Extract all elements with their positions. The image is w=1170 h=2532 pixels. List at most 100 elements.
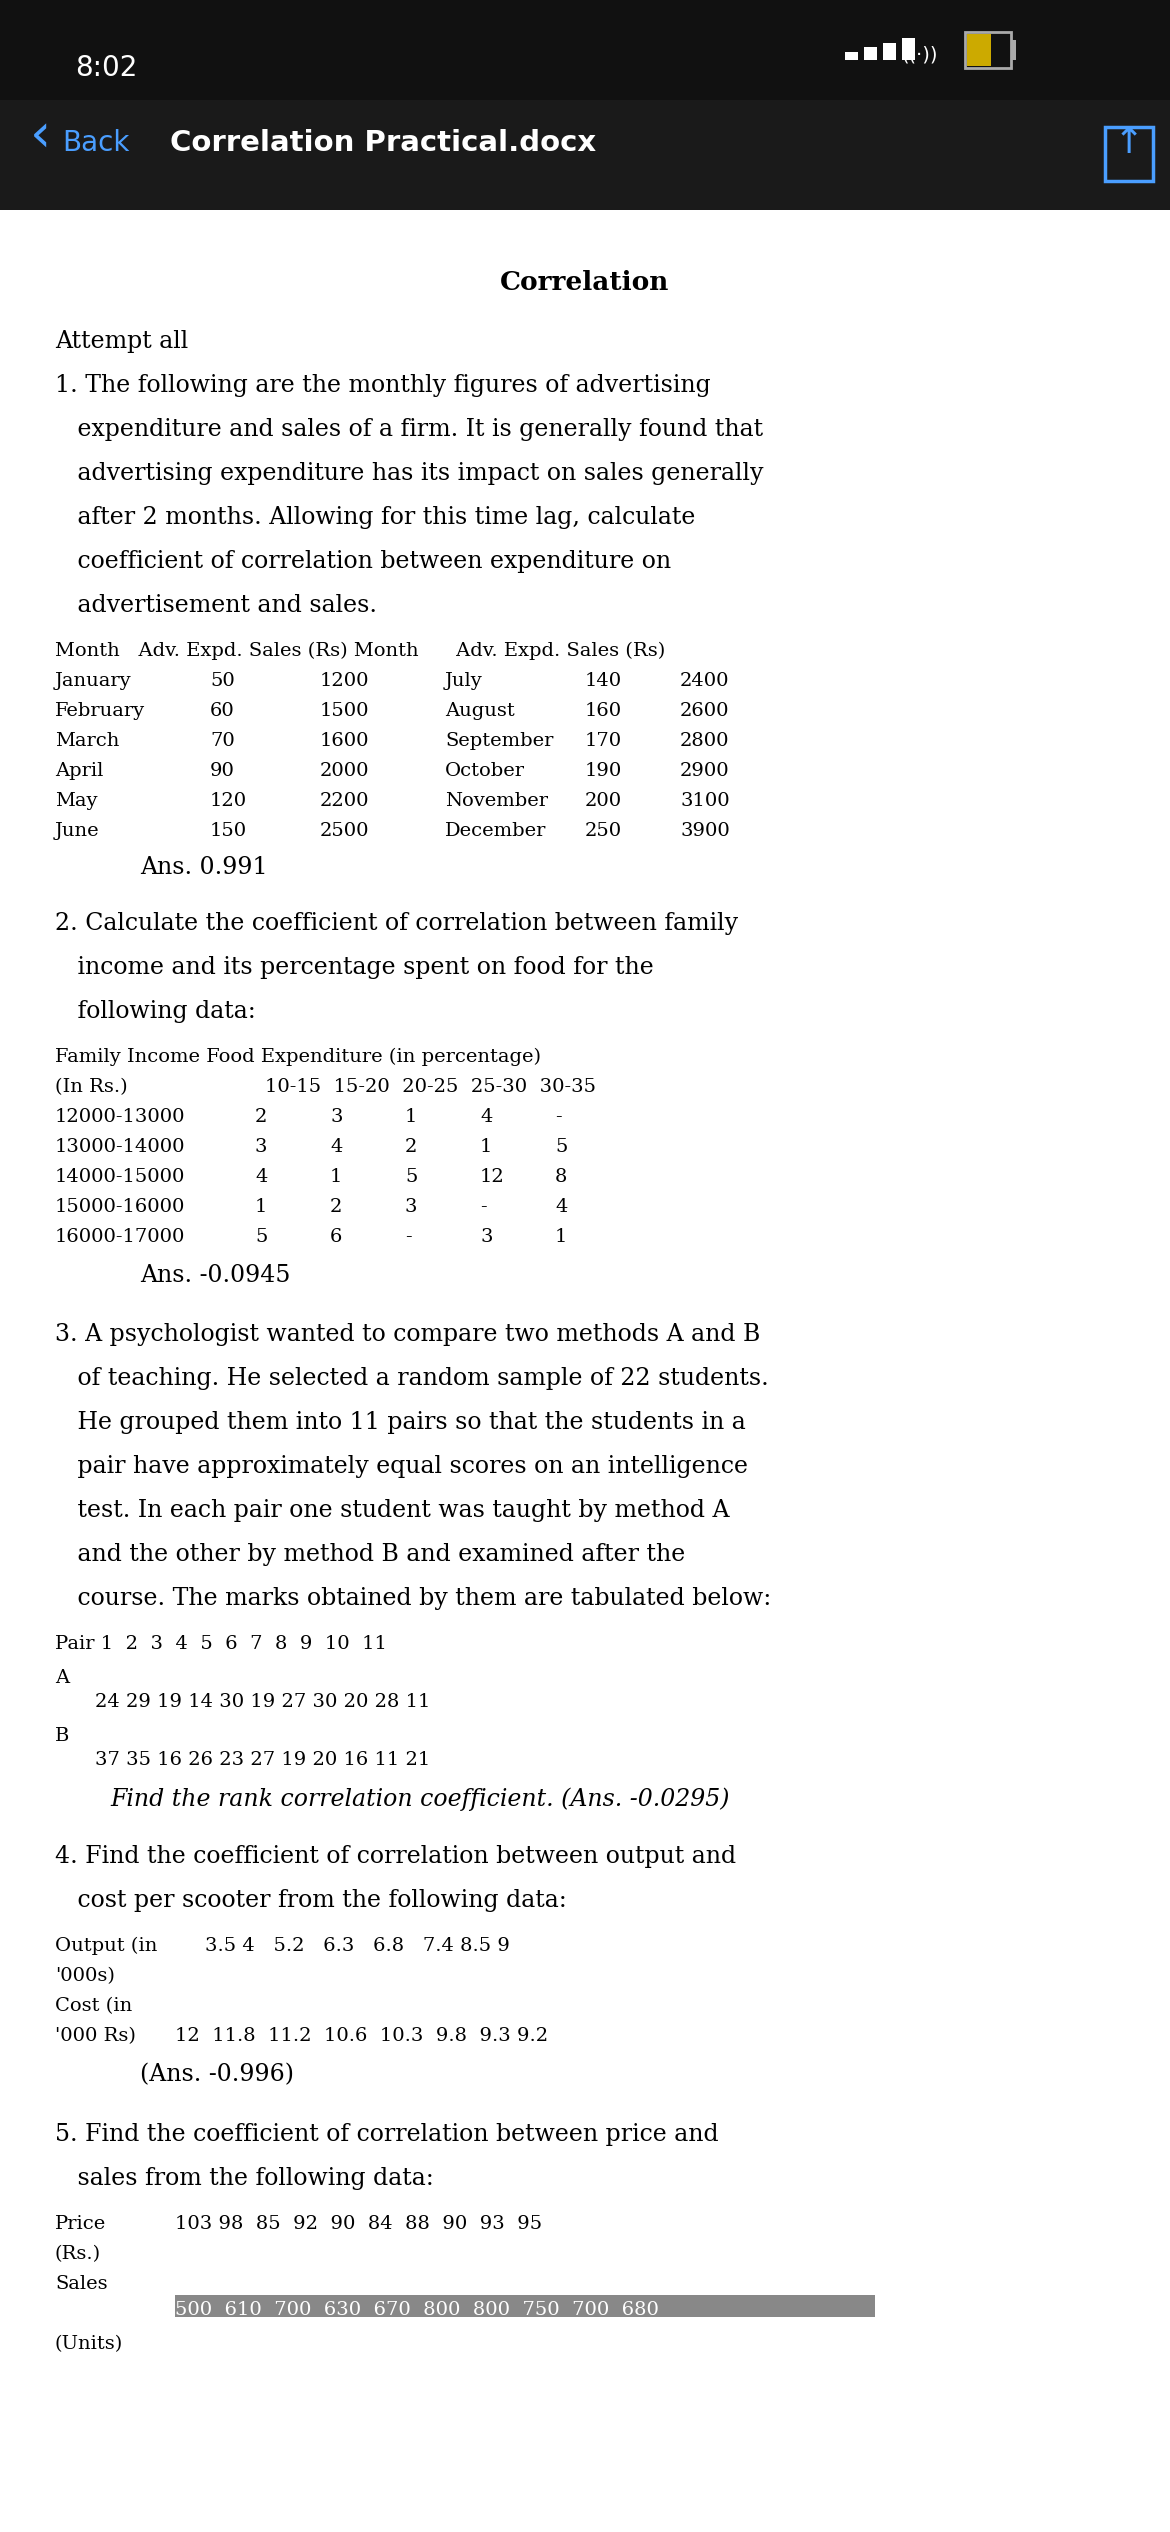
Text: 1: 1: [480, 1137, 493, 1157]
Text: expenditure and sales of a firm. It is generally found that: expenditure and sales of a firm. It is g…: [55, 418, 763, 441]
Text: 12: 12: [480, 1167, 504, 1185]
Text: 3: 3: [480, 1228, 493, 1246]
Bar: [0, 99, 1170, 210]
Text: 1: 1: [555, 1228, 567, 1246]
Text: 37 35 16 26 23 27 19 20 16 11 21: 37 35 16 26 23 27 19 20 16 11 21: [95, 1752, 431, 1770]
Text: B: B: [55, 1727, 69, 1745]
Text: and the other by method B and examined after the: and the other by method B and examined a…: [55, 1542, 686, 1565]
Text: (Rs.): (Rs.): [55, 2246, 101, 2264]
Text: 3: 3: [255, 1137, 268, 1157]
Bar: [883, 43, 896, 61]
Text: (Units): (Units): [55, 2335, 123, 2352]
Text: 140: 140: [585, 671, 622, 691]
Text: April: April: [55, 762, 103, 780]
Text: 2: 2: [405, 1137, 418, 1157]
Text: -: -: [480, 1198, 487, 1215]
Text: ‹: ‹: [30, 111, 51, 162]
Text: He grouped them into 11 pairs so that the students in a: He grouped them into 11 pairs so that th…: [55, 1410, 745, 1433]
Text: November: November: [445, 793, 548, 810]
Text: March: March: [55, 732, 119, 749]
Text: 4: 4: [330, 1137, 343, 1157]
Text: 16000-17000: 16000-17000: [55, 1228, 185, 1246]
Text: Back: Back: [62, 129, 130, 157]
Text: pair have approximately equal scores on an intelligence: pair have approximately equal scores on …: [55, 1456, 748, 1479]
Bar: [1011, 41, 1016, 61]
Text: Sales: Sales: [55, 2274, 108, 2294]
Bar: [966, 33, 991, 66]
Text: 50: 50: [209, 671, 235, 691]
Text: September: September: [445, 732, 553, 749]
Text: 5: 5: [555, 1137, 567, 1157]
Bar: [845, 53, 858, 61]
Text: 1: 1: [405, 1109, 418, 1127]
Text: -: -: [555, 1109, 562, 1127]
Text: 90: 90: [209, 762, 235, 780]
Text: June: June: [55, 823, 99, 841]
Bar: [902, 38, 915, 61]
Text: 2500: 2500: [321, 823, 370, 841]
Text: coefficient of correlation between expenditure on: coefficient of correlation between expen…: [55, 549, 672, 572]
Text: 150: 150: [209, 823, 247, 841]
Text: 1: 1: [330, 1167, 343, 1185]
Text: 5: 5: [405, 1167, 418, 1185]
Text: 8:02: 8:02: [75, 53, 137, 81]
Bar: [0, 0, 1170, 99]
Text: 190: 190: [585, 762, 622, 780]
Text: 160: 160: [585, 701, 622, 719]
Text: -: -: [405, 1228, 412, 1246]
Text: 2900: 2900: [680, 762, 730, 780]
Text: Correlation: Correlation: [501, 271, 669, 296]
Text: following data:: following data:: [55, 1000, 256, 1023]
Text: 5: 5: [255, 1228, 268, 1246]
Bar: [176, 2294, 875, 2317]
Text: advertising expenditure has its impact on sales generally: advertising expenditure has its impact o…: [55, 461, 764, 486]
Text: of teaching. He selected a random sample of 22 students.: of teaching. He selected a random sample…: [55, 1367, 769, 1390]
Text: 3100: 3100: [680, 793, 730, 810]
Text: 2. Calculate the coefficient of correlation between family: 2. Calculate the coefficient of correlat…: [55, 912, 738, 934]
Text: sales from the following data:: sales from the following data:: [55, 2167, 434, 2190]
Text: 5. Find the coefficient of correlation between price and: 5. Find the coefficient of correlation b…: [55, 2122, 718, 2147]
Text: 1600: 1600: [321, 732, 370, 749]
Text: '000 Rs): '000 Rs): [55, 2028, 136, 2046]
Text: Price: Price: [55, 2216, 106, 2233]
Text: 12  11.8  11.2  10.6  10.3  9.8  9.3 9.2: 12 11.8 11.2 10.6 10.3 9.8 9.3 9.2: [176, 2028, 548, 2046]
Text: 60: 60: [209, 701, 235, 719]
Text: 103 98  85  92  90  84  88  90  93  95: 103 98 85 92 90 84 88 90 93 95: [176, 2216, 542, 2233]
Text: January: January: [55, 671, 131, 691]
Text: 4: 4: [480, 1109, 493, 1127]
Text: 4. Find the coefficient of correlation between output and: 4. Find the coefficient of correlation b…: [55, 1846, 736, 1869]
Text: 200: 200: [585, 793, 622, 810]
Text: 500  610  700  630  670  800  800  750  700  680: 500 610 700 630 670 800 800 750 700 680: [176, 2302, 659, 2319]
Text: '000s): '000s): [55, 1967, 115, 1985]
Text: Cost (in: Cost (in: [55, 1998, 132, 2015]
Text: 3: 3: [330, 1109, 343, 1127]
Text: Attempt all: Attempt all: [55, 329, 188, 352]
Text: income and its percentage spent on food for the: income and its percentage spent on food …: [55, 957, 654, 980]
Text: after 2 months. Allowing for this time lag, calculate: after 2 months. Allowing for this time l…: [55, 506, 695, 529]
Text: 2: 2: [330, 1198, 343, 1215]
Text: test. In each pair one student was taught by method A: test. In each pair one student was taugh…: [55, 1499, 730, 1522]
Text: October: October: [445, 762, 525, 780]
Text: 6: 6: [330, 1228, 343, 1246]
Text: 70: 70: [209, 732, 235, 749]
Text: Ans. 0.991: Ans. 0.991: [140, 856, 268, 879]
Text: August: August: [445, 701, 515, 719]
Text: 1200: 1200: [321, 671, 370, 691]
Text: A: A: [55, 1669, 69, 1686]
Text: 2800: 2800: [680, 732, 730, 749]
Text: 2: 2: [255, 1109, 268, 1127]
Text: advertisement and sales.: advertisement and sales.: [55, 595, 377, 618]
Text: 3. A psychologist wanted to compare two methods A and B: 3. A psychologist wanted to compare two …: [55, 1324, 760, 1347]
Bar: [863, 48, 878, 61]
Text: Output (in: Output (in: [55, 1937, 158, 1955]
Text: 1: 1: [255, 1198, 268, 1215]
Text: May: May: [55, 793, 97, 810]
Text: 2600: 2600: [680, 701, 730, 719]
Text: cost per scooter from the following data:: cost per scooter from the following data…: [55, 1889, 566, 1912]
Text: 13000-14000: 13000-14000: [55, 1137, 186, 1157]
Text: 14000-15000: 14000-15000: [55, 1167, 185, 1185]
Text: course. The marks obtained by them are tabulated below:: course. The marks obtained by them are t…: [55, 1588, 771, 1610]
Text: 3: 3: [405, 1198, 418, 1215]
Bar: [1104, 127, 1152, 180]
Text: 170: 170: [585, 732, 622, 749]
